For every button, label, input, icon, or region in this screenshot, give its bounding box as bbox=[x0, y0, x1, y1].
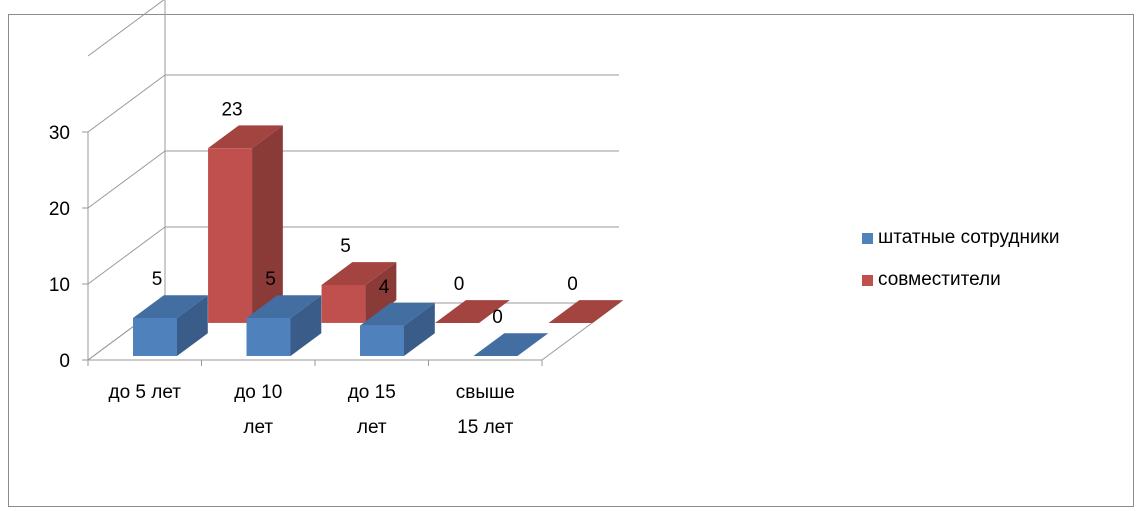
data-label: 0 bbox=[492, 307, 503, 328]
bar-staff-top bbox=[246, 295, 322, 318]
bar-part-time-top bbox=[208, 125, 283, 149]
x-tick-label: до 5 лет bbox=[108, 382, 181, 403]
y-tick-label: 10 bbox=[49, 275, 70, 296]
legend-label-staff: штатные сотрудники bbox=[878, 227, 1060, 248]
bar-staff-front bbox=[360, 325, 404, 356]
chart-area bbox=[8, 14, 1134, 507]
x-tick-label: лет bbox=[357, 417, 387, 438]
x-tick-label: лет bbox=[243, 417, 273, 438]
legend-label-part-time: совместители bbox=[878, 269, 1001, 290]
y-tick-label: 20 bbox=[49, 199, 70, 220]
bar-part-time-front bbox=[208, 148, 253, 323]
bar-staff-front bbox=[133, 318, 177, 356]
gridline-side bbox=[87, 0, 165, 57]
bar-part-time-top bbox=[548, 300, 624, 323]
bar-staff-top bbox=[473, 333, 549, 356]
y-tick-label: 0 bbox=[59, 351, 70, 372]
bar-part-time-top bbox=[321, 262, 397, 285]
gridline-side bbox=[87, 226, 166, 285]
data-label: 4 bbox=[379, 277, 390, 298]
data-label: 5 bbox=[152, 269, 163, 290]
data-label: 0 bbox=[454, 274, 465, 295]
data-label: 5 bbox=[340, 236, 351, 257]
legend: штатные сотрудники совместители bbox=[862, 227, 1060, 312]
bar-part-time-front bbox=[321, 284, 366, 323]
bar-part-time-side bbox=[365, 262, 397, 323]
x-tick-label: свыше bbox=[456, 382, 515, 403]
y-tick-label: 30 bbox=[49, 123, 70, 144]
data-label: 5 bbox=[265, 269, 276, 290]
data-label: 0 bbox=[567, 274, 578, 295]
legend-swatch-staff bbox=[862, 232, 873, 244]
bar-staff-top bbox=[360, 302, 435, 326]
gridline-side bbox=[87, 74, 166, 133]
bar-staff-front bbox=[246, 318, 291, 356]
gridline-side bbox=[87, 150, 166, 209]
legend-item-staff: штатные сотрудники bbox=[862, 227, 1060, 248]
bar-part-time-top bbox=[435, 300, 510, 323]
legend-swatch-part-time bbox=[862, 274, 873, 286]
data-label: 23 bbox=[221, 99, 242, 120]
x-tick-label: до 15 bbox=[348, 382, 396, 403]
bar-staff-side bbox=[404, 302, 435, 356]
bar-staff-side bbox=[290, 295, 322, 356]
x-tick-label: 15 лет bbox=[457, 417, 513, 438]
bar-staff-top bbox=[133, 295, 208, 318]
bar-staff-side bbox=[177, 295, 208, 356]
x-tick-label: до 10 bbox=[234, 382, 282, 403]
legend-item-part-time: совместители bbox=[862, 269, 1059, 290]
bar-part-time-side bbox=[252, 125, 283, 323]
